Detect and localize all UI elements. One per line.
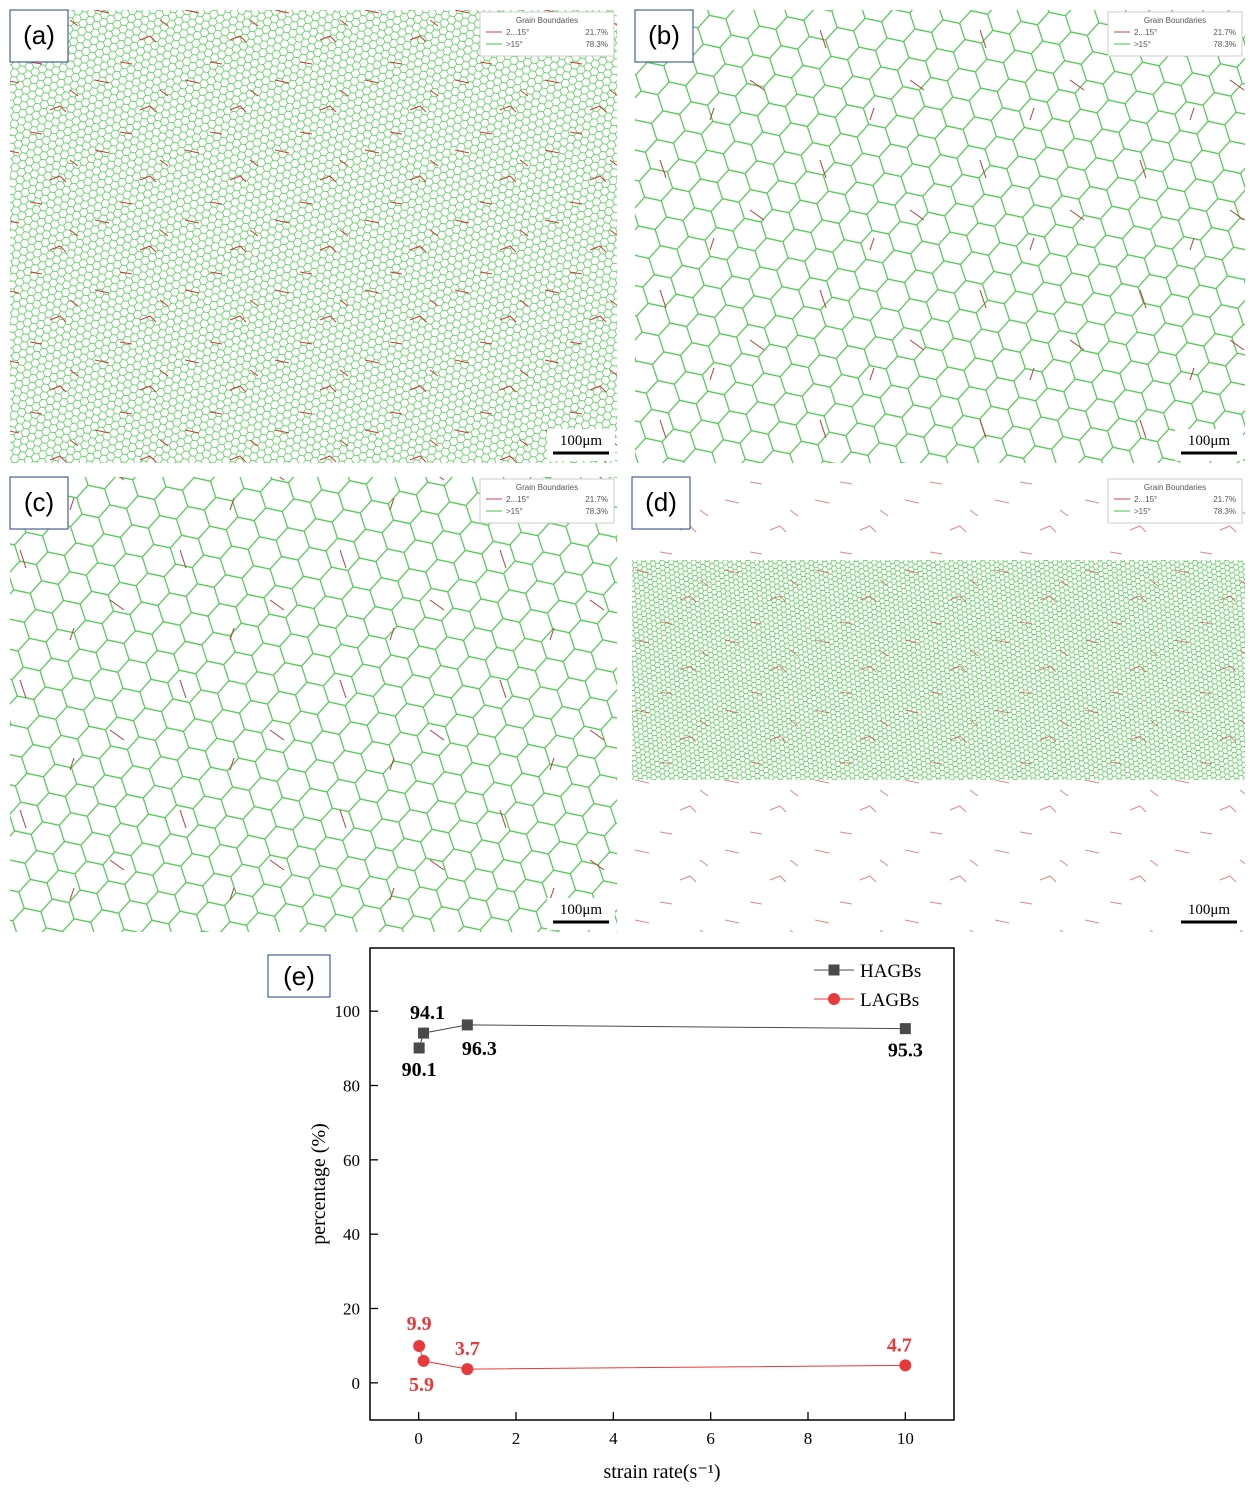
y-tick-label: 20 — [343, 1300, 360, 1319]
data-point — [413, 1340, 426, 1353]
legend-entry: >15° — [1134, 507, 1151, 516]
panel-label: (b) — [648, 20, 680, 50]
y-tick-label: 100 — [335, 1002, 361, 1021]
data-label: 9.9 — [407, 1313, 432, 1335]
legend-box — [479, 478, 615, 524]
panel-label: (a) — [23, 20, 55, 50]
panel-b — [635, 10, 1245, 463]
data-point — [461, 1363, 474, 1376]
legend-value: 21.7% — [1213, 28, 1236, 37]
panel-label-box — [9, 476, 69, 530]
data-point — [899, 1359, 912, 1372]
legend-value: 78.3% — [1213, 507, 1236, 516]
legend-value: 21.7% — [585, 28, 608, 37]
scale-bar-label: 100μm — [560, 433, 603, 449]
x-tick-label: 2 — [512, 1429, 521, 1448]
legend-value: 21.7% — [585, 495, 608, 504]
panel-c — [10, 477, 617, 932]
data-point — [899, 1023, 911, 1035]
legend-entry: >15° — [506, 507, 523, 516]
legend-label: HAGBs — [860, 961, 921, 982]
data-label: 5.9 — [409, 1374, 434, 1396]
legend-entry: 2...15° — [506, 28, 529, 37]
micrograph-overlay — [635, 10, 1245, 463]
x-tick-label: 8 — [804, 1429, 813, 1448]
legend-value: 78.3% — [585, 40, 608, 49]
panel-label-box — [9, 9, 69, 63]
legend-title: Grain Boundaries — [516, 16, 578, 25]
scale-bar-label: 100μm — [1188, 902, 1231, 918]
micrograph-overlay — [10, 10, 617, 463]
legend-title: Grain Boundaries — [1144, 16, 1206, 25]
data-point — [413, 1042, 425, 1054]
x-tick-label: 6 — [706, 1429, 715, 1448]
legend-box — [1107, 478, 1243, 524]
x-tick-label: 10 — [897, 1429, 914, 1448]
data-label: 4.7 — [887, 1334, 912, 1356]
scale-bar-box — [1175, 429, 1243, 461]
legend-value: 21.7% — [1213, 495, 1236, 504]
micrographs — [10, 10, 1245, 932]
panel-label-box — [267, 954, 331, 998]
plot-frame — [369, 947, 955, 1421]
data-point — [461, 1019, 473, 1031]
legend-entry: 2...15° — [1134, 28, 1157, 37]
legend-marker — [828, 964, 840, 976]
micrograph-overlay — [632, 477, 1245, 932]
data-point — [418, 1027, 430, 1039]
x-tick-label: 0 — [414, 1429, 423, 1448]
micrograph-overlay — [10, 477, 617, 932]
data-label: 94.1 — [410, 1002, 445, 1024]
scale-bar-label: 100μm — [1188, 433, 1231, 449]
legend-value: 78.3% — [585, 507, 608, 516]
panel-label-box — [631, 476, 691, 530]
legend-entry: >15° — [506, 40, 523, 49]
y-tick-label: 0 — [352, 1374, 361, 1393]
legend-value: 78.3% — [1213, 40, 1236, 49]
data-label: 96.3 — [462, 1038, 497, 1060]
panel-a — [10, 10, 617, 463]
data-point — [417, 1354, 430, 1367]
panel-label: (d) — [645, 487, 677, 517]
series-line — [418, 1345, 906, 1370]
scale-bar-box — [547, 429, 615, 461]
panel-label-box — [634, 9, 694, 63]
y-axis-label: percentage (%) — [308, 1123, 330, 1245]
y-tick-label: 60 — [343, 1151, 360, 1170]
legend-title: Grain Boundaries — [1144, 483, 1206, 492]
legend-box — [479, 11, 615, 57]
panel-d — [632, 477, 1245, 932]
y-tick-label: 40 — [343, 1225, 360, 1244]
x-axis-label: strain rate(s⁻¹) — [603, 1461, 720, 1483]
legend-entry: 2...15° — [1134, 495, 1157, 504]
legend-title: Grain Boundaries — [516, 483, 578, 492]
scale-bar-label: 100μm — [560, 902, 603, 918]
panel-label: (c) — [24, 487, 54, 517]
y-tick-label: 80 — [343, 1077, 360, 1096]
data-label: 3.7 — [455, 1338, 480, 1360]
x-tick-label: 4 — [609, 1429, 618, 1448]
scale-bar-box — [1175, 898, 1243, 930]
scale-bar-box — [547, 898, 615, 930]
data-label: 90.1 — [402, 1059, 437, 1081]
legend-entry: 2...15° — [506, 495, 529, 504]
legend-label: LAGBs — [860, 990, 919, 1011]
series-line — [418, 1024, 906, 1049]
panel-label: (e) — [283, 961, 315, 991]
legend-box — [1107, 11, 1243, 57]
legend-entry: >15° — [1134, 40, 1151, 49]
legend-marker — [828, 993, 840, 1005]
data-label: 95.3 — [888, 1040, 923, 1062]
